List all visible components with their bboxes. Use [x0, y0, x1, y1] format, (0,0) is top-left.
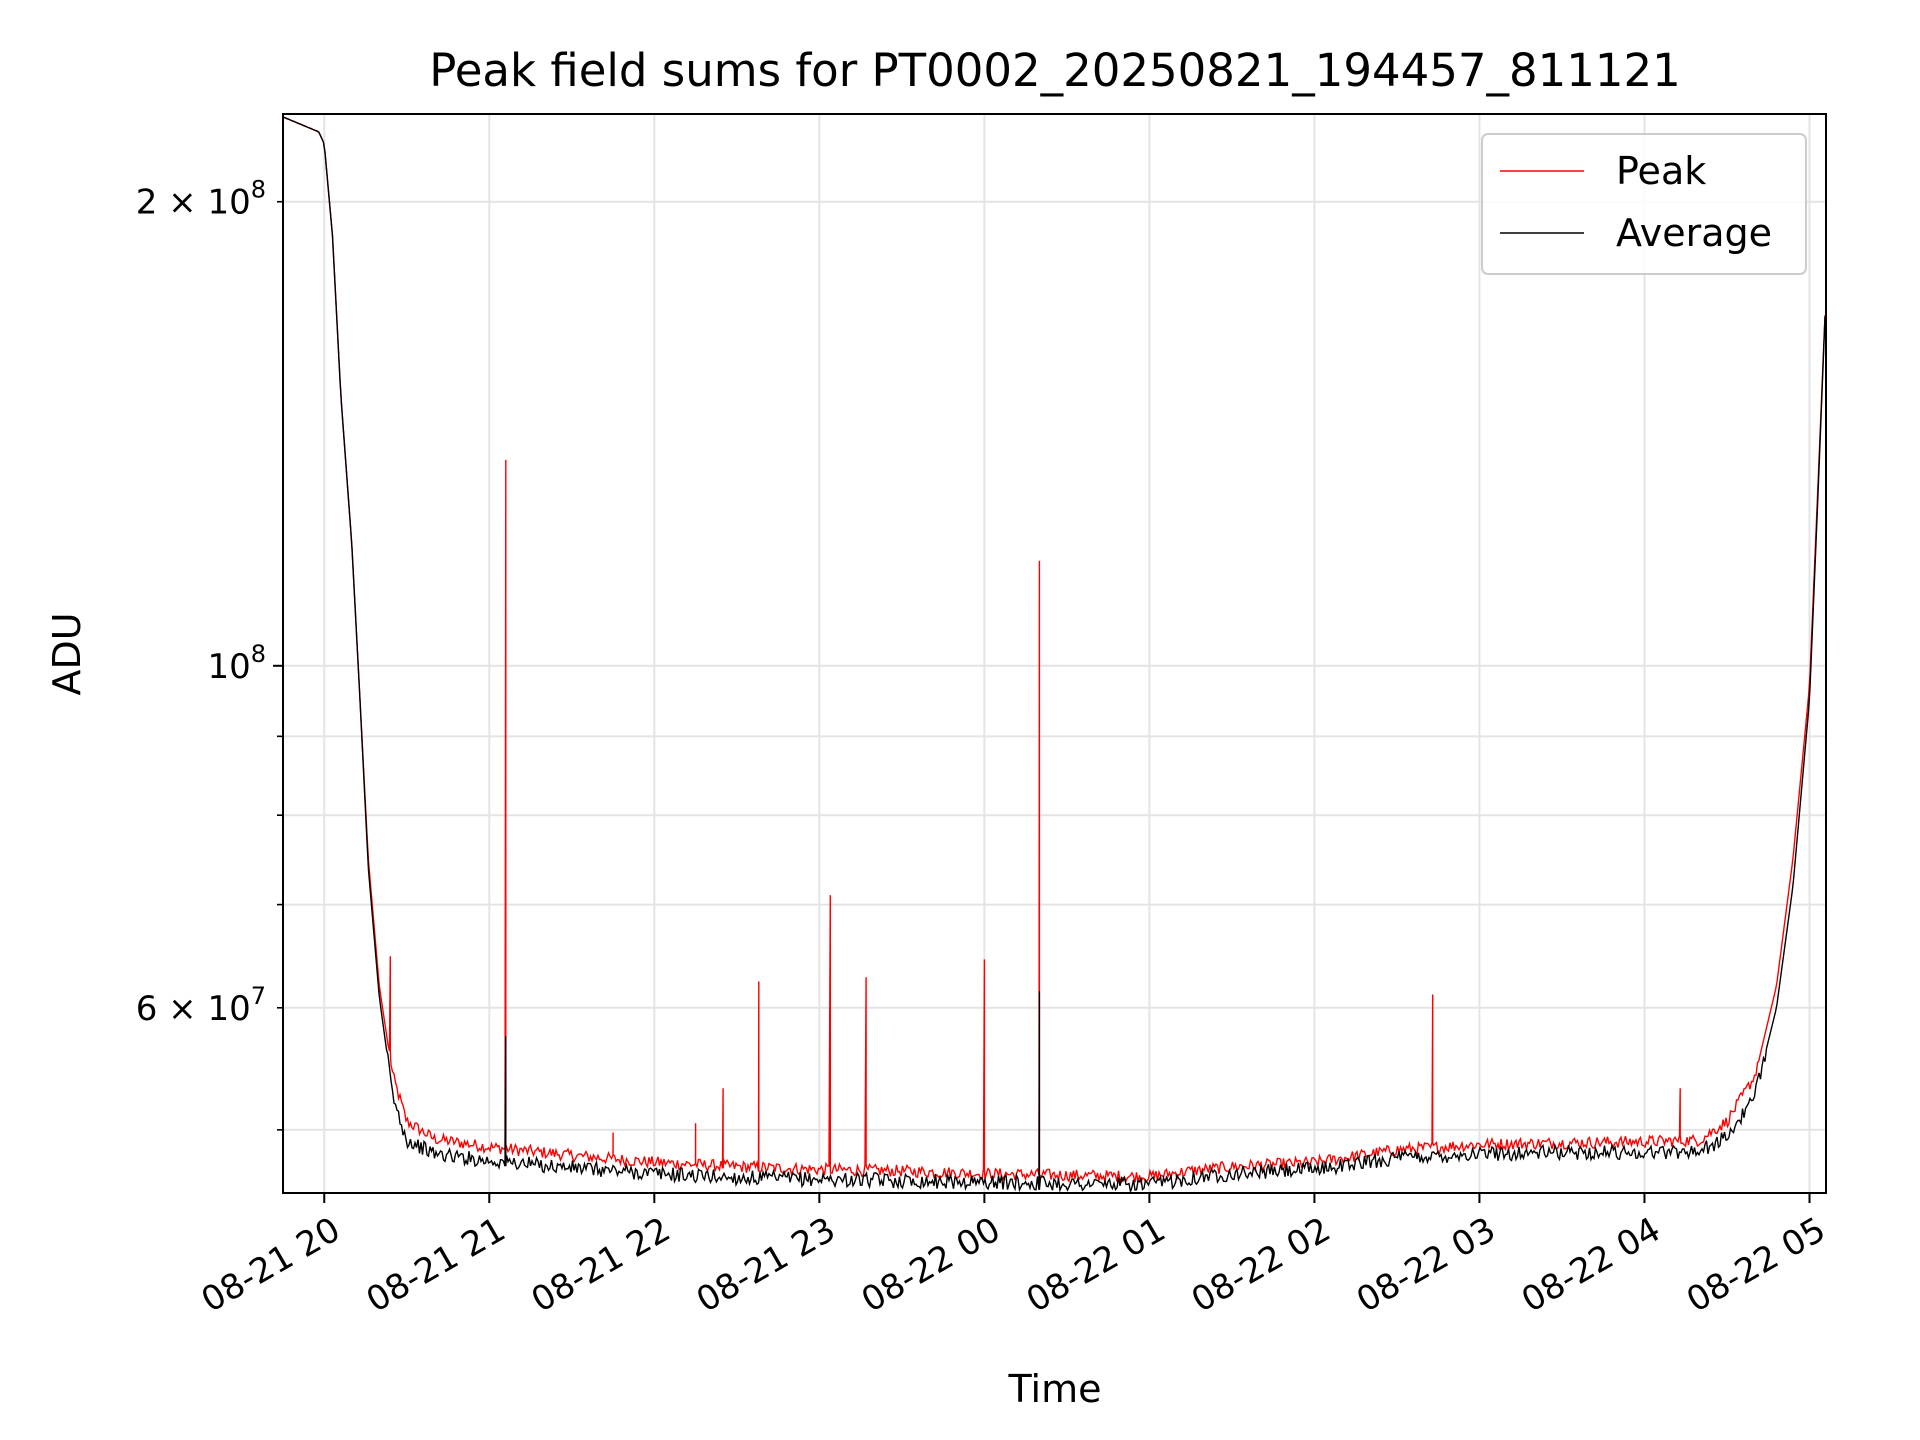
series-line-average: [282, 116, 1826, 1193]
x-tick-label: 08-22 00: [855, 1210, 1007, 1321]
x-axis-label: Time: [1008, 1367, 1102, 1411]
plot-frame: [282, 113, 1827, 1194]
x-tick-label: 08-22 05: [1680, 1210, 1832, 1321]
y-tick-label: 2 × 108: [136, 176, 266, 223]
x-tick-label: 08-21 20: [195, 1210, 347, 1321]
x-tick-label: 08-22 04: [1515, 1210, 1667, 1321]
x-tick-label: 08-22 02: [1185, 1210, 1337, 1321]
legend-box: [1481, 133, 1807, 275]
x-tick-label: 08-22 03: [1350, 1210, 1502, 1321]
y-tick-label: 108: [207, 640, 266, 687]
x-tick-label: 08-21 22: [525, 1210, 677, 1321]
x-tick-label: 08-22 01: [1020, 1210, 1172, 1321]
x-tick-label: 08-21 23: [690, 1210, 842, 1321]
legend: Peak Average: [1481, 133, 1807, 275]
series-line-peak: [282, 116, 1826, 1185]
chart-title: Peak field sums for PT0002_20250821_1944…: [429, 44, 1681, 97]
legend-peak-label: Peak: [1616, 149, 1706, 193]
legend-average-label: Average: [1616, 211, 1772, 255]
grid-lines: [283, 114, 1826, 1193]
y-axis-label: ADU: [45, 612, 89, 695]
series-layer: [282, 116, 1826, 1193]
x-tick-label: 08-21 21: [360, 1210, 512, 1321]
x-axis-ticks: 08-21 20 08-21 21 08-21 22 08-21 23 08-22 00…: [195, 1193, 1832, 1321]
y-axis-ticks: 108 6 × 107 2 × 108: [136, 176, 283, 1131]
y-tick-label: 6 × 107: [136, 982, 266, 1029]
